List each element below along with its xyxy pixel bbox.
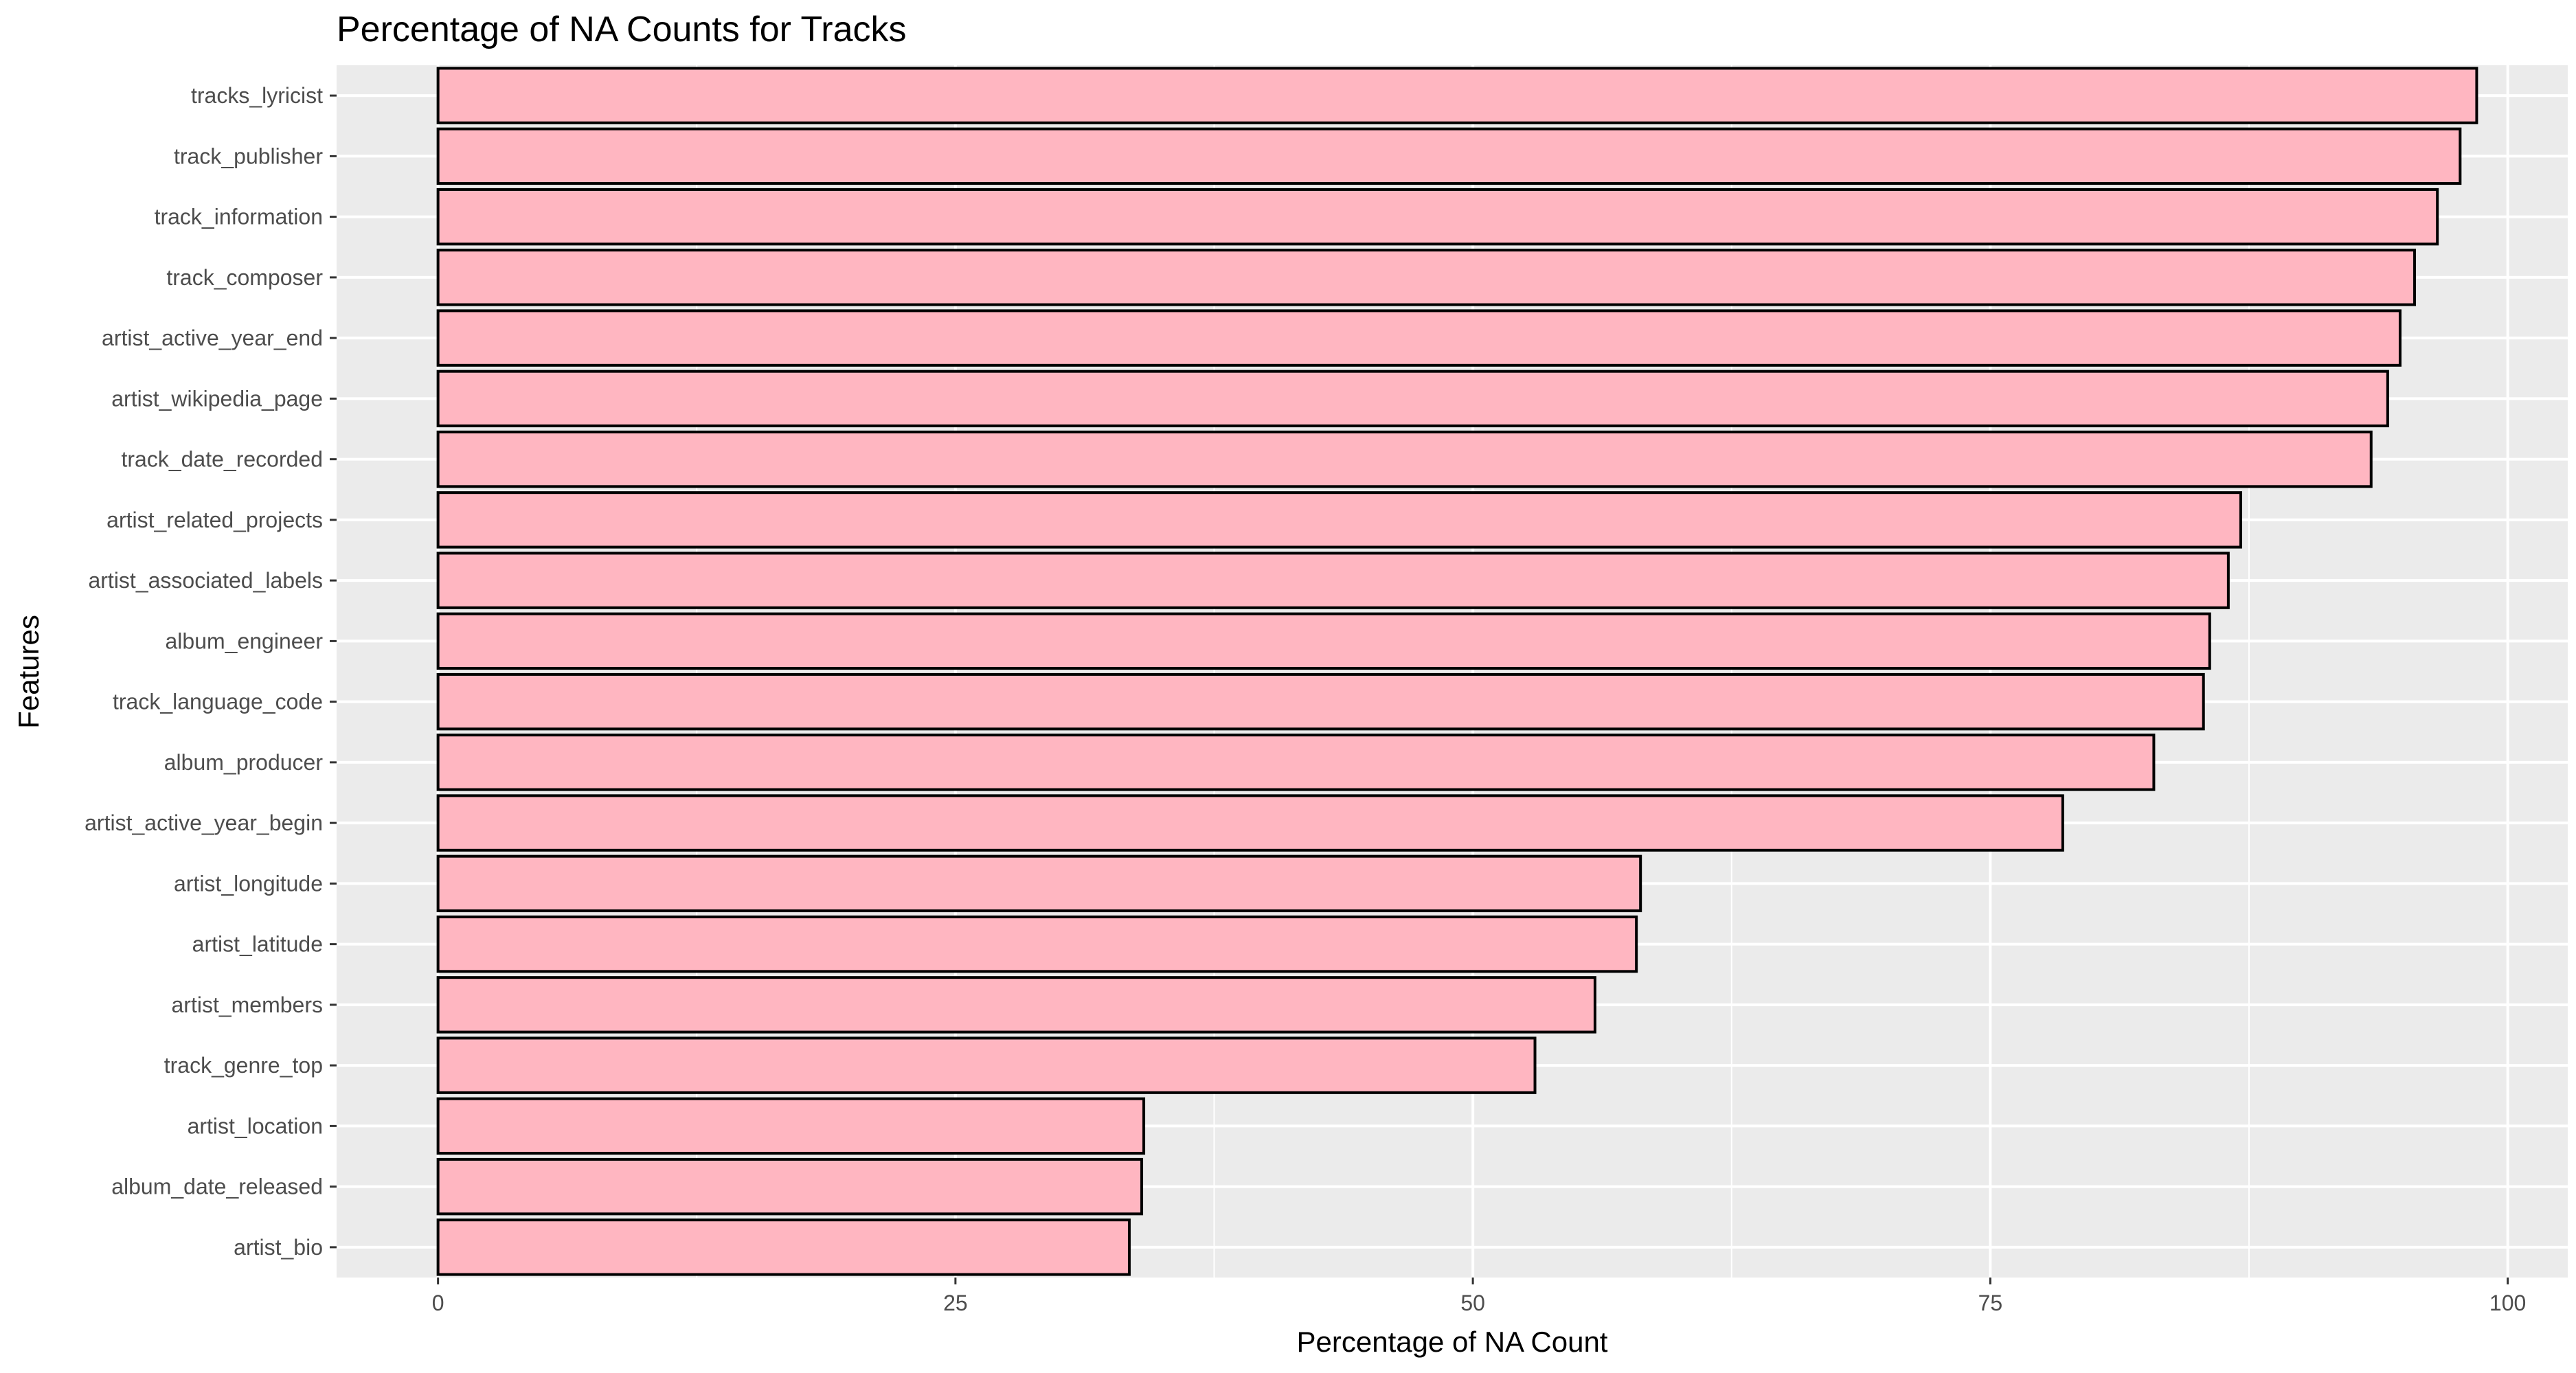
bars-group (436, 67, 2478, 1276)
x-tick-label: 25 (943, 1291, 968, 1315)
bar (436, 1036, 1537, 1094)
y-tick-label: artist_latitude (192, 932, 323, 957)
y-tick-label: album_producer (164, 750, 324, 775)
bar (436, 67, 2478, 124)
y-axis-title: Features (12, 615, 45, 729)
x-tick-label: 50 (1460, 1291, 1485, 1315)
bar (436, 915, 1638, 973)
x-axis-title: Percentage of NA Count (1297, 1326, 1608, 1358)
y-tick-label: track_language_code (113, 690, 323, 714)
bar (436, 976, 1596, 1034)
y-tick-label: artist_related_projects (106, 508, 323, 532)
plot-panel (337, 65, 2568, 1278)
bar (436, 188, 2439, 246)
bar (436, 794, 2064, 852)
y-tick-label: album_date_released (111, 1175, 323, 1199)
y-tick-label: album_engineer (166, 628, 324, 653)
bar (436, 552, 2230, 609)
x-tick-label: 75 (1978, 1291, 2003, 1315)
bar (436, 127, 2462, 185)
bar (436, 734, 2156, 791)
y-tick-label: artist_associated_labels (88, 568, 323, 593)
bar (436, 612, 2211, 670)
y-tick-label: artist_members (172, 992, 324, 1017)
y-tick-label: track_genre_top (164, 1053, 323, 1078)
x-tick-label: 100 (2489, 1291, 2526, 1315)
y-axis: tracks_lyricist track_publisher track_info… (84, 83, 337, 1260)
bar (436, 491, 2242, 549)
y-tick-label: artist_longitude (174, 871, 323, 896)
x-tick-label: 0 (432, 1291, 444, 1315)
bar (436, 370, 2389, 428)
bar (436, 309, 2402, 367)
bar (436, 249, 2417, 306)
bar (436, 854, 1642, 913)
x-axis: 0 25 50 75 100 (432, 1278, 2526, 1315)
y-tick-label: artist_location (188, 1113, 323, 1138)
bar (436, 430, 2373, 488)
y-tick-label: artist_active_year_begin (84, 810, 323, 835)
y-tick-label: artist_wikipedia_page (111, 386, 323, 411)
bar (436, 1097, 1146, 1155)
bar (436, 1157, 1144, 1216)
y-tick-label: track_publisher (174, 144, 323, 168)
y-tick-label: artist_active_year_end (102, 326, 323, 350)
y-tick-label: track_date_recorded (121, 447, 323, 472)
y-tick-label: artist_bio (234, 1235, 323, 1260)
y-tick-label: track_information (155, 205, 323, 229)
chart-title: Percentage of NA Counts for Tracks (337, 10, 907, 49)
y-tick-label: tracks_lyricist (191, 83, 323, 108)
bar (436, 1218, 1131, 1276)
y-tick-label: track_composer (166, 265, 323, 290)
bar (436, 672, 2205, 731)
